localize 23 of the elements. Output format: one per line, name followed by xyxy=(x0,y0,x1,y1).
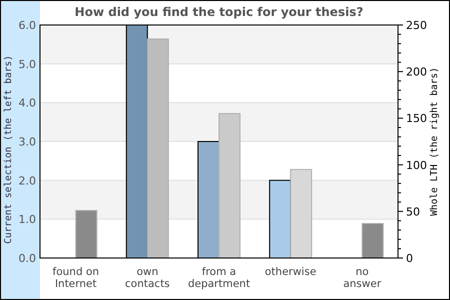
y-tick-label: 3.0 xyxy=(18,136,36,148)
chart-title: How did you find the topic for your thesis? xyxy=(74,5,364,19)
y-tick-label: 5.0 xyxy=(18,58,36,71)
y2-tick-label: 100 xyxy=(406,158,427,172)
y2-tick-label: 200 xyxy=(406,66,427,79)
y2-tick-label: 0 xyxy=(406,252,413,265)
y-tick-label: 6.0 xyxy=(18,19,36,32)
x-tick-label: own contacts xyxy=(125,266,170,290)
bar xyxy=(75,210,98,258)
y2-axis-title: Whole LTH (the right bars) xyxy=(429,67,440,216)
y-tick-label: 4.0 xyxy=(18,96,36,110)
bar xyxy=(362,223,384,258)
x-tick-label: found on Internet xyxy=(52,266,100,290)
x-tick-label: no answer xyxy=(343,266,382,290)
y-tick-label: 0.0 xyxy=(18,252,36,265)
x-tick-label: otherwise xyxy=(264,266,316,278)
y2-tick-label: 50 xyxy=(406,205,420,218)
y2-tick-label: 250 xyxy=(406,19,427,32)
y-tick-label: 1.0 xyxy=(18,213,36,226)
y-tick-label: 2.0 xyxy=(18,174,36,188)
x-tick-label: from a department xyxy=(188,266,250,290)
y2-tick-label: 150 xyxy=(406,112,427,126)
y-axis-title: Current selection (the left bars) xyxy=(3,55,14,244)
